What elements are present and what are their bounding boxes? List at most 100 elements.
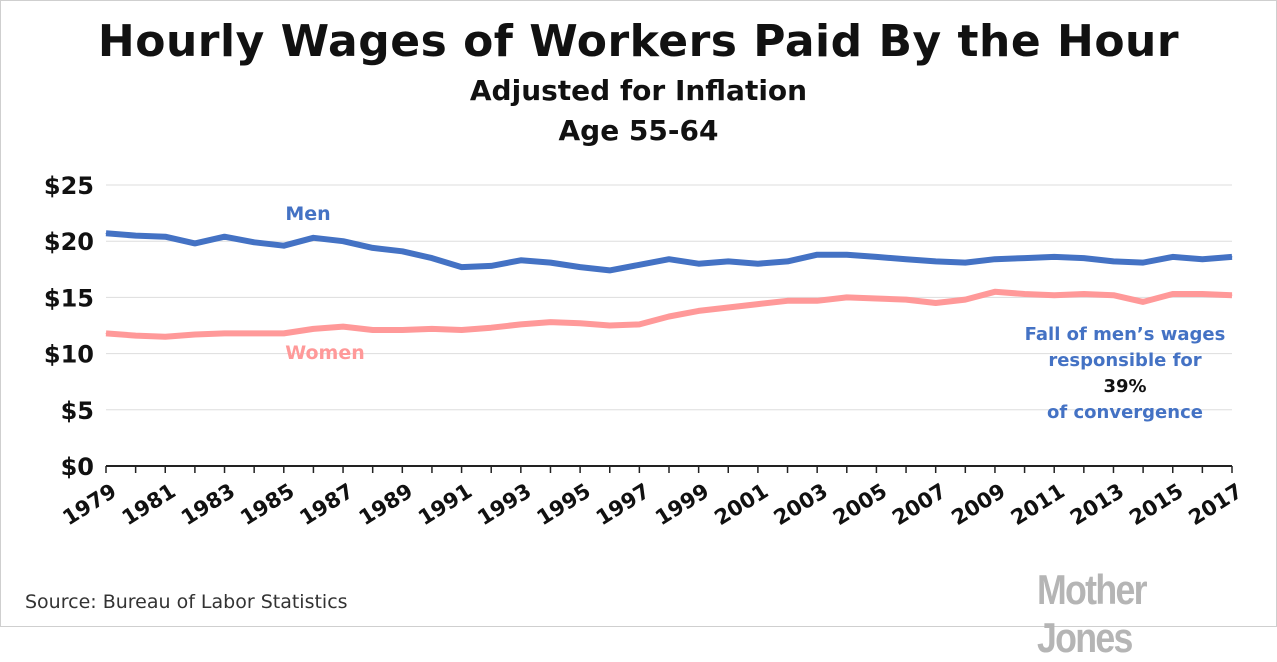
line-chart: $0 $5 $10 $15 $20 $25 197919811983198519871989… (44, 172, 1247, 530)
y-tick-label: $15 (44, 284, 94, 312)
data-point-men (342, 240, 344, 242)
data-point-men (1231, 256, 1233, 258)
data-point-women (1142, 301, 1144, 303)
data-point-women (253, 332, 255, 334)
data-point-men (461, 266, 463, 268)
data-point-men (757, 263, 759, 265)
data-point-men (1201, 258, 1203, 260)
series-line-men (105, 230, 1233, 274)
data-point-men (194, 242, 196, 244)
x-tick-label: 2009 (947, 479, 1009, 530)
data-point-women (994, 291, 996, 293)
chart-title: Hourly Wages of Workers Paid By the Hour (97, 16, 1180, 67)
data-point-men (401, 250, 403, 252)
data-point-men (816, 254, 818, 256)
x-tick-label: 2001 (710, 479, 772, 530)
data-point-women (1201, 293, 1203, 295)
data-point-men (224, 236, 226, 238)
y-tick-label: $5 (61, 397, 94, 425)
data-point-men (1083, 257, 1085, 259)
data-point-men (1172, 256, 1174, 258)
x-tick-label: 1979 (58, 479, 120, 530)
annotation-percent: 39% (1103, 376, 1147, 397)
chart-subtitle-2: Age 55-64 (558, 114, 719, 147)
data-point-men (609, 269, 611, 271)
data-point-women (372, 329, 374, 331)
data-point-women (905, 299, 907, 301)
data-point-men (846, 254, 848, 256)
data-point-men (668, 258, 670, 260)
data-point-women (401, 329, 403, 331)
series-label-men: Men (285, 203, 330, 225)
y-tick-label: $10 (44, 341, 94, 369)
x-tick-label: 1985 (236, 479, 298, 530)
data-point-men (1112, 260, 1114, 262)
data-point-men (135, 235, 137, 237)
x-tick-label: 1999 (651, 479, 713, 530)
data-point-women (668, 316, 670, 318)
data-point-women (698, 310, 700, 312)
data-point-women (431, 328, 433, 330)
data-point-women (283, 332, 285, 334)
data-point-women (846, 296, 848, 298)
chart-annotation: Fall of men’s wages responsible for 39% … (990, 322, 1260, 426)
data-point-men (875, 256, 877, 258)
x-tick-label: 2007 (888, 479, 950, 530)
data-point-women (224, 332, 226, 334)
data-point-men (787, 260, 789, 262)
data-point-men (905, 258, 907, 260)
chart-frame (0, 0, 1277, 627)
data-point-women (194, 333, 196, 335)
data-point-men (1024, 257, 1026, 259)
data-point-women (549, 321, 551, 323)
data-point-women (816, 300, 818, 302)
data-point-men (638, 264, 640, 266)
data-point-men (164, 236, 166, 238)
chart-subtitle-1: Adjusted for Inflation (469, 74, 808, 107)
data-point-women (164, 336, 166, 338)
annotation-line-2: responsible for (1048, 350, 1202, 371)
data-point-men (105, 232, 107, 234)
data-point-women (1024, 293, 1026, 295)
data-point-women (609, 325, 611, 326)
data-point-men (312, 237, 314, 239)
data-point-men (935, 260, 937, 262)
y-tick-label: $25 (44, 172, 94, 200)
data-point-women (579, 322, 581, 324)
x-tick-label: 1991 (414, 479, 476, 530)
data-point-women (1231, 294, 1233, 296)
x-tick-label: 1995 (533, 479, 595, 530)
x-tick-label: 2013 (1066, 479, 1128, 530)
y-tick-label: $20 (44, 228, 94, 256)
x-tick-label: 2015 (1125, 479, 1187, 530)
data-point-men (727, 260, 729, 262)
data-point-women (520, 323, 522, 325)
y-tick-label: $0 (61, 453, 94, 481)
publisher-logo: Mother Jones (1037, 566, 1148, 661)
series-label-women: Women (285, 342, 365, 364)
data-point-men (283, 245, 285, 247)
x-tick-label: 1983 (177, 479, 239, 530)
data-point-women (757, 303, 759, 305)
data-point-men (1142, 262, 1144, 264)
data-point-women (964, 299, 966, 301)
data-point-women (787, 300, 789, 302)
data-point-men (520, 259, 522, 261)
annotation-line-1: Fall of men’s wages (1024, 324, 1226, 345)
data-point-men (431, 257, 433, 259)
x-tick-label: 1997 (592, 479, 654, 530)
data-point-men (253, 241, 255, 243)
data-point-men (490, 265, 492, 267)
data-point-men (698, 263, 700, 265)
data-point-women (135, 335, 137, 337)
data-point-men (1053, 256, 1055, 258)
data-point-women (461, 329, 463, 331)
data-point-women (1172, 293, 1174, 295)
annotation-line-4: of convergence (1047, 402, 1203, 423)
source-note: Source: Bureau of Labor Statistics (25, 591, 348, 613)
data-point-women (1053, 294, 1055, 296)
data-point-women (312, 328, 314, 330)
x-tick-label: 2017 (1184, 479, 1246, 530)
data-point-women (1112, 294, 1114, 296)
data-point-women (638, 323, 640, 325)
